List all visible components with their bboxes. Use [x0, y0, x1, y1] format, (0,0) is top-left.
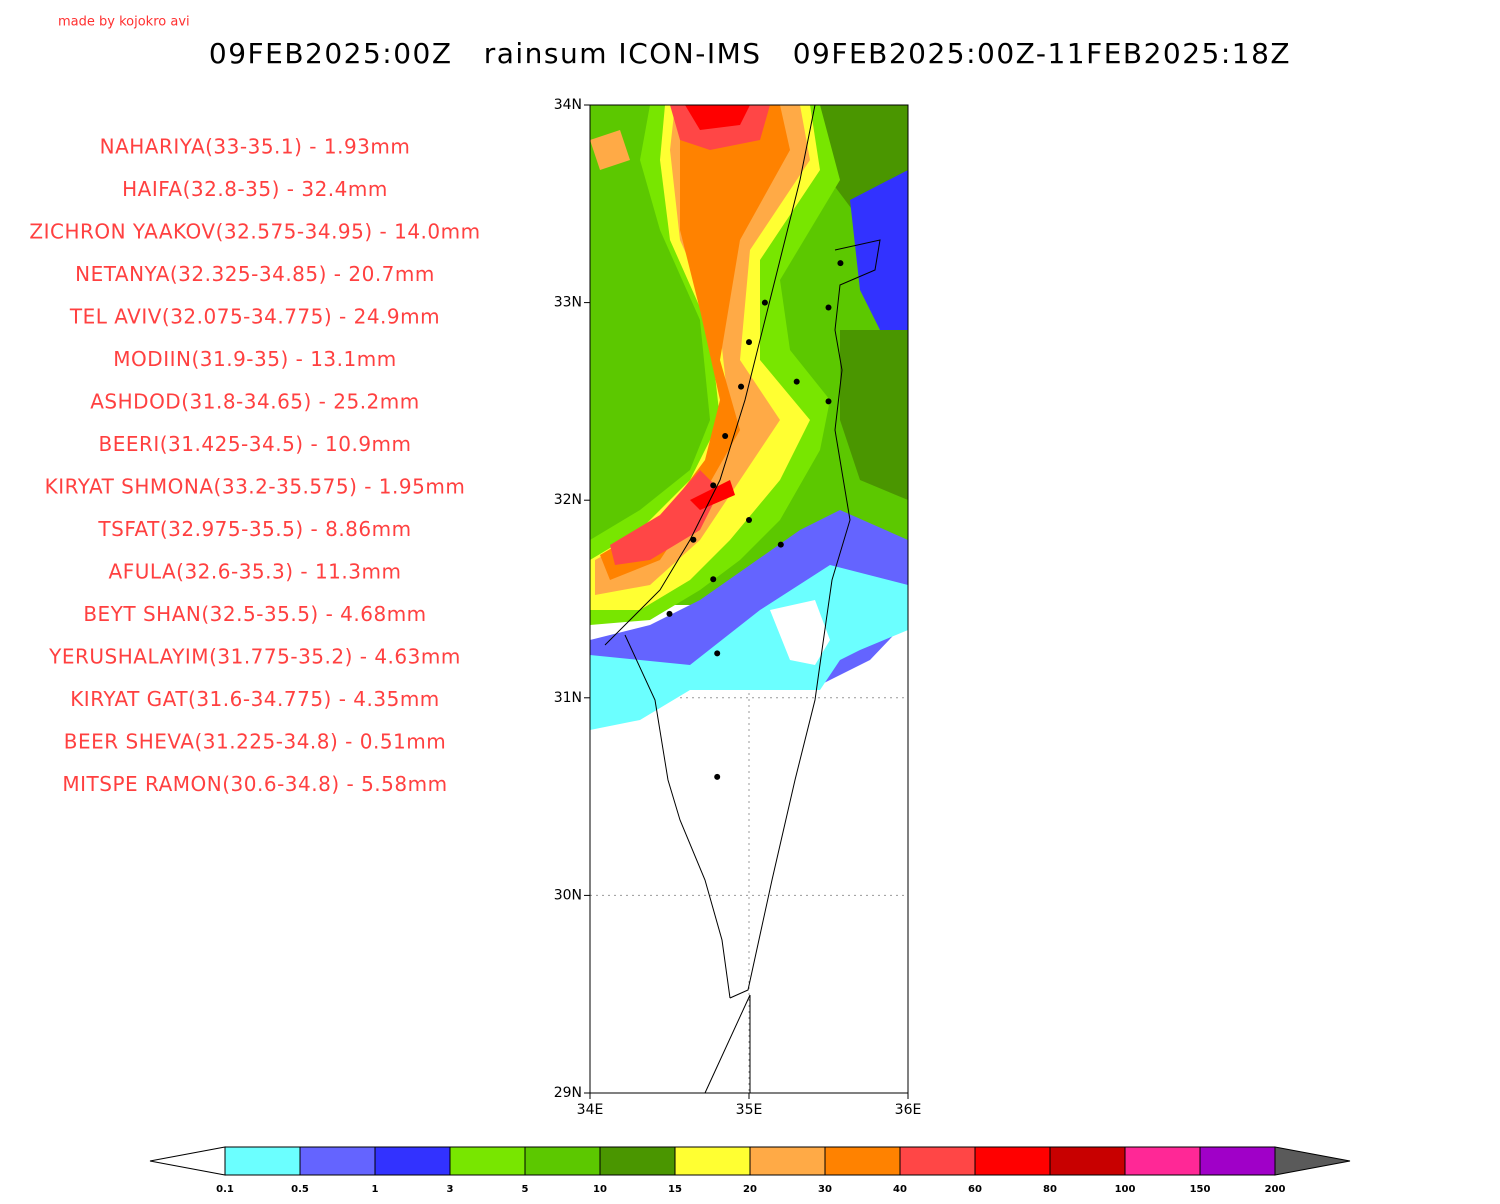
station-label: BEER SHEVA(31.225-34.8) - 0.51mm [64, 730, 446, 754]
y-tick-label: 32N [554, 492, 582, 508]
colorbar-label: 30 [818, 1184, 832, 1195]
station-dot [690, 536, 697, 543]
x-tick-label: 36E [895, 1102, 922, 1118]
station-label: MODIIN(31.9-35) - 13.1mm [113, 347, 396, 371]
colorbar-swatch [674, 1146, 751, 1176]
colorbar-label: 0.1 [216, 1184, 234, 1195]
station-dot [746, 339, 752, 346]
y-tick-label: 34N [554, 97, 582, 113]
borders [604, 104, 881, 1094]
colorbar: 0.1 0.5 1 3 5 10 15 20 30 40 60 80 100 150 200 [149, 1146, 1351, 1195]
station-label: ZICHRON YAAKOV(32.575-34.95) - 14.0mm [29, 220, 480, 244]
y-tick-label: 30N [554, 887, 582, 903]
colorbar-swatch [224, 1146, 301, 1176]
station-dot [666, 610, 673, 617]
colorbar-swatch [1199, 1146, 1276, 1176]
colorbar-label: 0.5 [291, 1184, 309, 1195]
colorbar-swatch [524, 1146, 601, 1176]
station-dot [825, 398, 832, 405]
station-dot [714, 650, 721, 657]
station-dot [825, 304, 832, 311]
colorbar-swatch [599, 1146, 676, 1176]
colorbar-swatch [974, 1146, 1051, 1176]
station-label: BEERI(31.425-34.5) - 10.9mm [98, 432, 411, 456]
y-tick-label: 29N [554, 1085, 582, 1101]
title: 09FEB2025:00Z rainsum ICON-IMS 09FEB2025… [209, 37, 1291, 70]
colorbar-label: 40 [893, 1184, 907, 1195]
x-tick-label: 35E [736, 1102, 763, 1118]
colorbar-label: 15 [668, 1184, 682, 1195]
station-dot [837, 260, 844, 267]
colorbar-label: 60 [968, 1184, 982, 1195]
credit: made by kojokro avi [58, 15, 190, 30]
colorbar-over [1274, 1146, 1351, 1176]
colorbar-swatch [1049, 1146, 1126, 1176]
station-label: NAHARIYA(33-35.1) - 1.93mm [100, 135, 411, 159]
station-label: TEL AVIV(32.075-34.775) - 24.9mm [69, 305, 440, 329]
station-dot [738, 383, 745, 390]
colorbar-swatch [1124, 1146, 1201, 1176]
station-dot [777, 541, 784, 548]
station-dot [722, 432, 729, 439]
colorbar-label: 200 [1265, 1184, 1286, 1195]
colorbar-label: 20 [743, 1184, 757, 1195]
station-label: TSFAT(32.975-35.5) - 8.86mm [97, 517, 411, 541]
station-dot [710, 576, 717, 583]
station-label: AFULA(32.6-35.3) - 11.3mm [109, 560, 402, 584]
station-label: KIRYAT SHMONA(33.2-35.575) - 1.95mm [45, 475, 466, 499]
colorbar-label: 150 [1190, 1184, 1211, 1195]
y-tick-label: 31N [554, 690, 582, 706]
colorbar-label: 100 [1115, 1184, 1136, 1195]
colorbar-swatch [824, 1146, 901, 1176]
station-dot [761, 299, 768, 306]
colorbar-swatch [299, 1146, 376, 1176]
colorbar-swatch [899, 1146, 976, 1176]
colorbar-under [149, 1146, 226, 1176]
station-label: YERUSHALAYIM(31.775-35.2) - 4.63mm [48, 645, 461, 669]
station-dot [710, 482, 717, 489]
station-label: BEYT SHAN(32.5-35.5) - 4.68mm [83, 602, 426, 626]
x-tick-label: 34E [577, 1102, 604, 1118]
station-dot [746, 516, 752, 523]
colorbar-label: 10 [593, 1184, 607, 1195]
station-label: ASHDOD(31.8-34.65) - 25.2mm [90, 390, 420, 414]
station-dot [714, 773, 721, 780]
station-dot [793, 378, 800, 385]
station-label: HAIFA(32.8-35) - 32.4mm [122, 177, 388, 201]
colorbar-swatch [449, 1146, 526, 1176]
station-label: KIRYAT GAT(31.6-34.775) - 4.35mm [70, 687, 440, 711]
colorbar-label: 5 [522, 1184, 529, 1195]
colorbar-swatch [374, 1146, 451, 1176]
colorbar-swatch [749, 1146, 826, 1176]
rain-field [590, 105, 908, 730]
colorbar-label: 80 [1043, 1184, 1057, 1195]
colorbar-label: 1 [372, 1184, 379, 1195]
colorbar-label: 3 [447, 1184, 454, 1195]
station-label: MITSPE RAMON(30.6-34.8) - 5.58mm [62, 772, 447, 796]
station-label: NETANYA(32.325-34.85) - 20.7mm [75, 262, 435, 286]
y-tick-label: 33N [554, 295, 582, 311]
